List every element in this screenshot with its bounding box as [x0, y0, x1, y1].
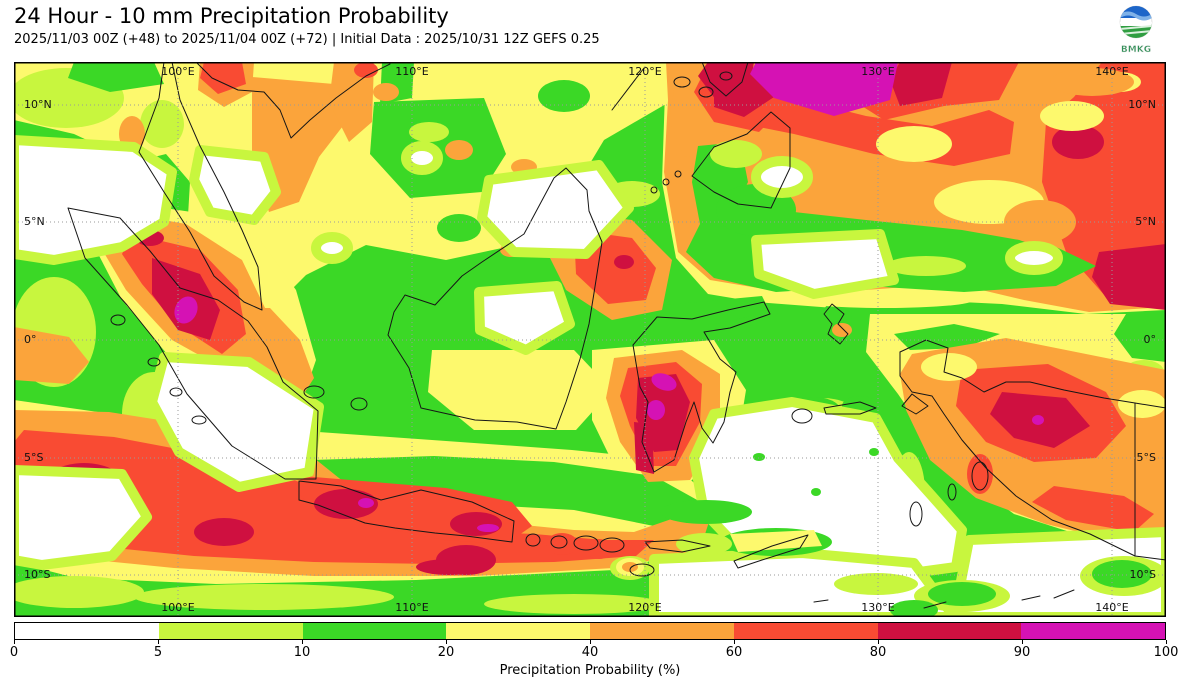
colorbar-tick-label: 80 [869, 645, 887, 660]
precipitation-map: 100°E 110°E 120°E 130°E 140°E 100°E 110°… [14, 62, 1166, 617]
lon-label-bottom: 120°E [628, 601, 661, 614]
colorbar-tick-label: 90 [1013, 645, 1031, 660]
colorbar-tick [14, 640, 15, 644]
lat-label-left: 5°S [24, 451, 43, 464]
colorbar-tick-label: 100 [1153, 645, 1179, 660]
lon-label-bottom: 130°E [861, 601, 894, 614]
colorbar-segment [446, 623, 590, 639]
lat-label-right: 0° [1144, 333, 1157, 346]
lon-label-top: 140°E [1095, 65, 1128, 78]
lat-label-left: 0° [24, 333, 37, 346]
lat-label-right: 10°S [1130, 568, 1156, 581]
colorbar-segment [158, 623, 303, 639]
page-title: 24 Hour - 10 mm Precipitation Probabilit… [14, 4, 449, 28]
lat-label-right: 5°S [1137, 451, 1156, 464]
colorbar-tick [1022, 640, 1023, 644]
colorbar-segment [877, 623, 1022, 639]
grid-labels: 100°E 110°E 120°E 130°E 140°E 100°E 110°… [24, 65, 1156, 614]
lon-label-top: 130°E [861, 65, 894, 78]
lon-label-top: 110°E [395, 65, 428, 78]
colorbar-tick-label: 60 [725, 645, 743, 660]
precip-field [14, 62, 1166, 617]
colorbar-segment [15, 623, 159, 639]
colorbar-tick-label: 0 [9, 645, 19, 660]
colorbar-segment [590, 623, 734, 639]
lat-label-right: 10°N [1128, 98, 1156, 111]
colorbar-tick-label: 20 [437, 645, 455, 660]
colorbar [14, 622, 1166, 640]
colorbar-tick-label: 10 [293, 645, 311, 660]
colorbar-tick [878, 640, 879, 644]
colorbar-segment [733, 623, 878, 639]
colorbar-tick [1166, 640, 1167, 644]
coastlines [67, 62, 1166, 609]
lat-label-left: 10°N [24, 98, 52, 111]
colorbar-segment [1021, 623, 1165, 639]
header: 24 Hour - 10 mm Precipitation Probabilit… [14, 2, 600, 47]
colorbar-tick-label: 40 [581, 645, 599, 660]
lon-label-bottom: 100°E [161, 601, 194, 614]
colorbar-segment [302, 623, 447, 639]
colorbar-tick [158, 640, 159, 644]
colorbar-tick [734, 640, 735, 644]
bmkg-logo-text: BMKG [1121, 45, 1151, 55]
map-frame [14, 62, 1166, 617]
map-canvas: 100°E 110°E 120°E 130°E 140°E 100°E 110°… [14, 62, 1166, 617]
lat-label-left: 5°N [24, 215, 45, 228]
colorbar-tick [446, 640, 447, 644]
colorbar-tick [302, 640, 303, 644]
lon-label-bottom: 110°E [395, 601, 428, 614]
lat-label-right: 5°N [1135, 215, 1156, 228]
lon-label-bottom: 140°E [1095, 601, 1128, 614]
bmkg-logo-icon: BMKG [1112, 2, 1160, 58]
colorbar-tick-label: 5 [153, 645, 163, 660]
colorbar-axis-label: Precipitation Probability (%) [499, 663, 681, 678]
colorbar-tick [590, 640, 591, 644]
gridlines [14, 62, 1166, 617]
page-subtitle: 2025/11/03 00Z (+48) to 2025/11/04 00Z (… [14, 32, 600, 47]
lat-label-left: 10°S [24, 568, 50, 581]
lon-label-top: 120°E [628, 65, 661, 78]
lon-label-top: 100°E [161, 65, 194, 78]
